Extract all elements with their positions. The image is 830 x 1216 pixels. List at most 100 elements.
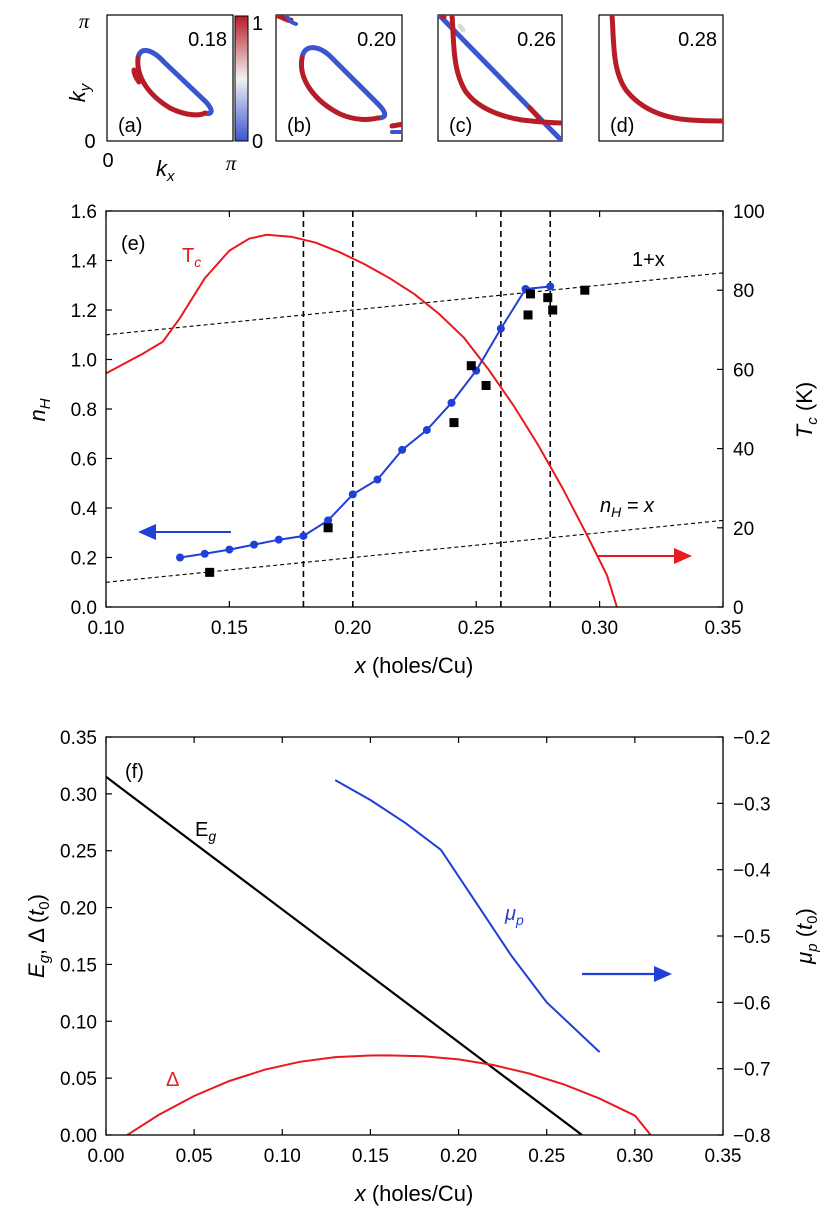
mu-series [334,779,601,1053]
panel-e-label: (e) [121,233,145,255]
nh-calc-point [398,445,407,454]
x-tick-label: 0.20 [440,1146,477,1167]
nh-expt-point [543,293,553,303]
x-tick-label: 0.25 [458,618,495,639]
nh-equals-x-annotation: nH = x [600,495,655,520]
fermi-surface-b-upper [299,45,388,121]
fermi-surface-a-upper [135,48,214,116]
ky-axis-label: ky [65,82,94,102]
nh-calc-point [422,426,431,435]
nh-calc-point [225,545,234,554]
y2-axis-ticks: 0 20 40 60 80 100 [717,202,765,619]
y-tick-label: 0.35 [60,728,97,749]
x-tick-label: 0.30 [581,618,618,639]
y2-tick-label: −0.5 [733,927,771,948]
y-tick-label: 0.25 [60,842,97,863]
panel-c-label: (c) [449,115,472,137]
x-tick-label: 0.35 [705,1146,742,1167]
y-tick-label: 0.2 [71,549,97,570]
ky-max-tick: π [79,9,90,33]
nh-expt-point [449,418,459,428]
nh-expt-point [525,289,535,299]
y-tick-label: 0.00 [60,1126,97,1147]
nh-calc-point [299,531,308,540]
panel-d: 0.28 (d) [598,14,724,142]
panel-b-label: (b) [287,115,311,137]
y-tick-label: 1.6 [71,202,97,223]
fermi-surface-c-curve [449,15,562,126]
colorbar [234,15,249,142]
x-tick-label: 0.10 [264,1146,301,1167]
kx-zero-tick: 0 [102,150,113,172]
plot-frame-f [105,736,724,1136]
fermi-surface-panels: π 0 0 π ky kx 1 0 0.18 (a) [65,9,724,185]
one-plus-x-line [105,272,724,336]
y2-tick-label: −0.7 [733,1060,771,1081]
right-axis-arrow-f [582,966,672,982]
y-tick-label: 0.4 [71,499,98,520]
x-axis-title-e: x (holes/Cu) [354,653,474,678]
nh-expt-point [523,310,533,320]
nh-expt-series [205,285,590,577]
mu-annotation: μp [504,903,524,928]
y2-tick-label: 80 [733,281,754,302]
y-axis-title-e: nH [25,398,54,421]
y-tick-label: 1.2 [71,301,97,322]
y2-tick-label: 40 [733,440,754,461]
y2-tick-label: 0 [733,598,744,619]
y-tick-label: 0.6 [71,450,97,471]
y2-tick-label: 20 [733,519,754,540]
x-tick-label: 0.35 [705,618,742,639]
nh-calc-point [176,553,185,562]
y2-tick-label: −0.8 [733,1126,771,1147]
mu-line [334,779,601,1053]
hall-number-chart: 0.10 0.15 0.20 0.25 0.30 0.35 0.0 0.2 0.4 0.6 0.8… [25,202,821,678]
nh-expt-point [466,361,476,371]
nh-equals-x-line [105,519,724,583]
reference-lines [105,272,724,583]
panel-d-value: 0.28 [678,29,717,51]
nh-calc-point [373,475,382,484]
panel-a-value: 0.18 [188,29,227,51]
nh-calc-point [324,516,333,525]
panel-b-value: 0.20 [357,29,396,51]
y2-tick-label: −0.6 [733,993,771,1014]
nh-expt-point [580,285,590,295]
x-axis-ticks: 0.00 0.05 0.10 0.15 0.20 0.25 0.30 0.35 [88,737,742,1167]
y-axis-ticks: 0.0 0.2 0.4 0.6 0.8 1.0 1.2 1.4 1.6 [71,202,112,619]
y-tick-label: 1.0 [71,351,97,372]
y-tick-label: 0.10 [60,1012,97,1033]
x-tick-label: 0.25 [528,1146,565,1167]
left-axis-arrow [138,524,231,540]
ky-zero-tick: 0 [84,131,95,153]
nh-calc-point [447,398,456,407]
delta-line [126,1054,652,1135]
fermi-surface-a-lower [135,55,208,118]
y2-tick-label: −0.4 [733,861,771,882]
panel-c-value: 0.26 [517,29,556,51]
vertical-dashed-lines [302,211,552,607]
x-axis-ticks: 0.10 0.15 0.20 0.25 0.30 0.35 [88,211,742,639]
nh-expt-point [548,305,558,315]
y2-axis-title-e: Tc (K) [792,382,821,438]
fermi-surface-b-lower [298,55,381,122]
panel-a: 0.18 (a) [106,14,234,142]
nh-calc-point [250,540,259,549]
plot-frame-e [105,210,724,608]
nh-expt-point [323,523,333,533]
x-tick-label: 0.15 [352,1146,389,1167]
colorbar-max-label: 1 [252,13,263,35]
eg-annotation: Eg [195,819,216,844]
delta-annotation: Δ [166,1069,179,1091]
y-tick-label: 0.15 [60,955,97,976]
nh-expt-point [481,380,491,390]
tc-annotation: Tc [182,245,201,270]
panel-a-label: (a) [118,115,142,137]
y2-axis-ticks: −0.8 −0.7 −0.6 −0.5 −0.4 −0.3 −0.2 [717,728,771,1147]
x-tick-label: 0.20 [334,618,371,639]
nh-calc-point [200,549,209,558]
y-tick-label: 0.8 [71,400,97,421]
x-axis-title-f: x (holes/Cu) [354,1181,474,1206]
nh-calc-point [546,282,555,291]
fermi-surface-d-curve [609,15,723,124]
